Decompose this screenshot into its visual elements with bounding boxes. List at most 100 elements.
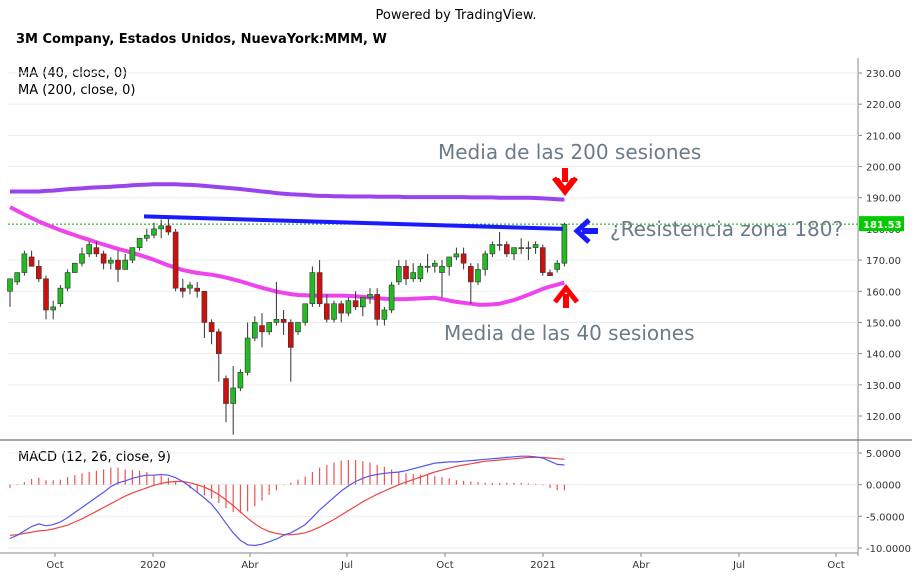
candle-body: [158, 225, 164, 230]
ma200-legend[interactable]: MA (200, close, 0): [18, 83, 136, 98]
candle: [180, 278, 186, 298]
candle-body: [475, 269, 481, 283]
candle-body: [352, 300, 359, 308]
candle-body: [532, 244, 539, 248]
candle: [43, 275, 49, 320]
time-tick-label: 2020: [140, 560, 165, 571]
candle-body: [14, 272, 20, 283]
candle: [403, 260, 409, 286]
candle: [532, 241, 539, 254]
arrow-shaft: [582, 228, 598, 234]
price-tick-label: 170.00: [866, 256, 901, 267]
time-tick-label: Jul: [732, 560, 745, 571]
candle-body: [144, 234, 150, 239]
candle-body: [518, 247, 525, 249]
candle: [489, 241, 496, 257]
candle: [439, 260, 445, 298]
candle-body: [439, 266, 445, 273]
candle: [395, 260, 402, 286]
candlestick-series: [7, 216, 568, 435]
candle: [252, 316, 258, 342]
candle-body: [503, 244, 510, 255]
candle: [503, 241, 510, 257]
candle-body: [287, 322, 294, 348]
last-price-badge: [859, 216, 904, 232]
candle-body: [410, 272, 417, 280]
candle-body: [395, 266, 402, 283]
ma200-line: [10, 182, 565, 202]
candle: [144, 228, 150, 242]
candle-body: [237, 372, 244, 389]
candle: [316, 260, 323, 307]
price-tick-label: 220.00: [866, 100, 901, 111]
candle: [115, 250, 121, 282]
candle-body: [554, 262, 561, 270]
candle: [410, 263, 417, 282]
candle: [496, 232, 503, 251]
price-axis: 230.00220.00210.00200.00190.00180.00170.…: [858, 69, 904, 423]
candle-body: [208, 322, 215, 333]
candle: [187, 281, 193, 295]
candle-body: [547, 272, 553, 276]
candle: [511, 247, 517, 261]
candle-body: [216, 331, 222, 354]
candle: [172, 228, 179, 292]
candle-body: [136, 237, 143, 248]
candle: [64, 269, 71, 292]
candle-body: [295, 322, 301, 333]
candle-body: [115, 259, 121, 270]
time-axis: Oct 2020 Abr Jul Oct 2021 Abr Jul Oct: [46, 553, 845, 571]
candle: [302, 303, 309, 326]
candle-body: [100, 253, 107, 264]
candle: [424, 253, 431, 273]
candle: [381, 306, 388, 326]
candle-body: [489, 244, 496, 255]
candle-body: [252, 322, 258, 339]
candle-body: [165, 225, 172, 233]
candle: [136, 237, 143, 251]
candle: [259, 313, 265, 348]
candle: [295, 322, 301, 335]
candle-body: [72, 262, 78, 273]
time-tick-label: 2021: [530, 560, 555, 571]
candle-body: [431, 262, 438, 267]
candle: [28, 250, 35, 267]
candle-body: [331, 303, 337, 320]
candle: [352, 291, 359, 310]
candle-body: [496, 244, 503, 246]
candle-body: [108, 259, 114, 264]
candle: [359, 297, 366, 317]
macd-line: [9, 455, 565, 547]
candle: [561, 222, 568, 267]
candle: [165, 216, 172, 236]
price-tick-label: 190.00: [866, 194, 901, 205]
candle-body: [381, 309, 388, 320]
candle: [122, 253, 128, 270]
powered-by-text: Powered by TradingView.: [375, 8, 537, 23]
candle-body: [259, 325, 265, 333]
candle: [417, 263, 424, 282]
candle-body: [86, 244, 92, 255]
symbol-title: 3M Company, Estados Unidos, NuevaYork:MM…: [16, 32, 387, 47]
candle: [338, 300, 345, 323]
candle-body: [539, 247, 546, 273]
macd-legend[interactable]: MACD (12, 26, close, 9): [18, 450, 171, 465]
candle-body: [21, 253, 28, 273]
candle-body: [273, 319, 280, 323]
candle: [309, 266, 316, 307]
candle-body: [35, 266, 42, 280]
candle: [374, 288, 381, 326]
candle: [230, 366, 236, 435]
candle: [388, 281, 395, 314]
candle-body: [388, 284, 395, 311]
candle-body: [453, 253, 460, 258]
last-price-value: 181.53: [863, 220, 902, 231]
price-tick-label: 160.00: [866, 287, 901, 298]
candle-body: [180, 287, 186, 292]
candle: [129, 247, 136, 264]
candle-body: [266, 322, 273, 333]
time-tick-label: Abr: [632, 560, 650, 571]
candle-body: [309, 272, 316, 305]
candle: [453, 247, 460, 261]
